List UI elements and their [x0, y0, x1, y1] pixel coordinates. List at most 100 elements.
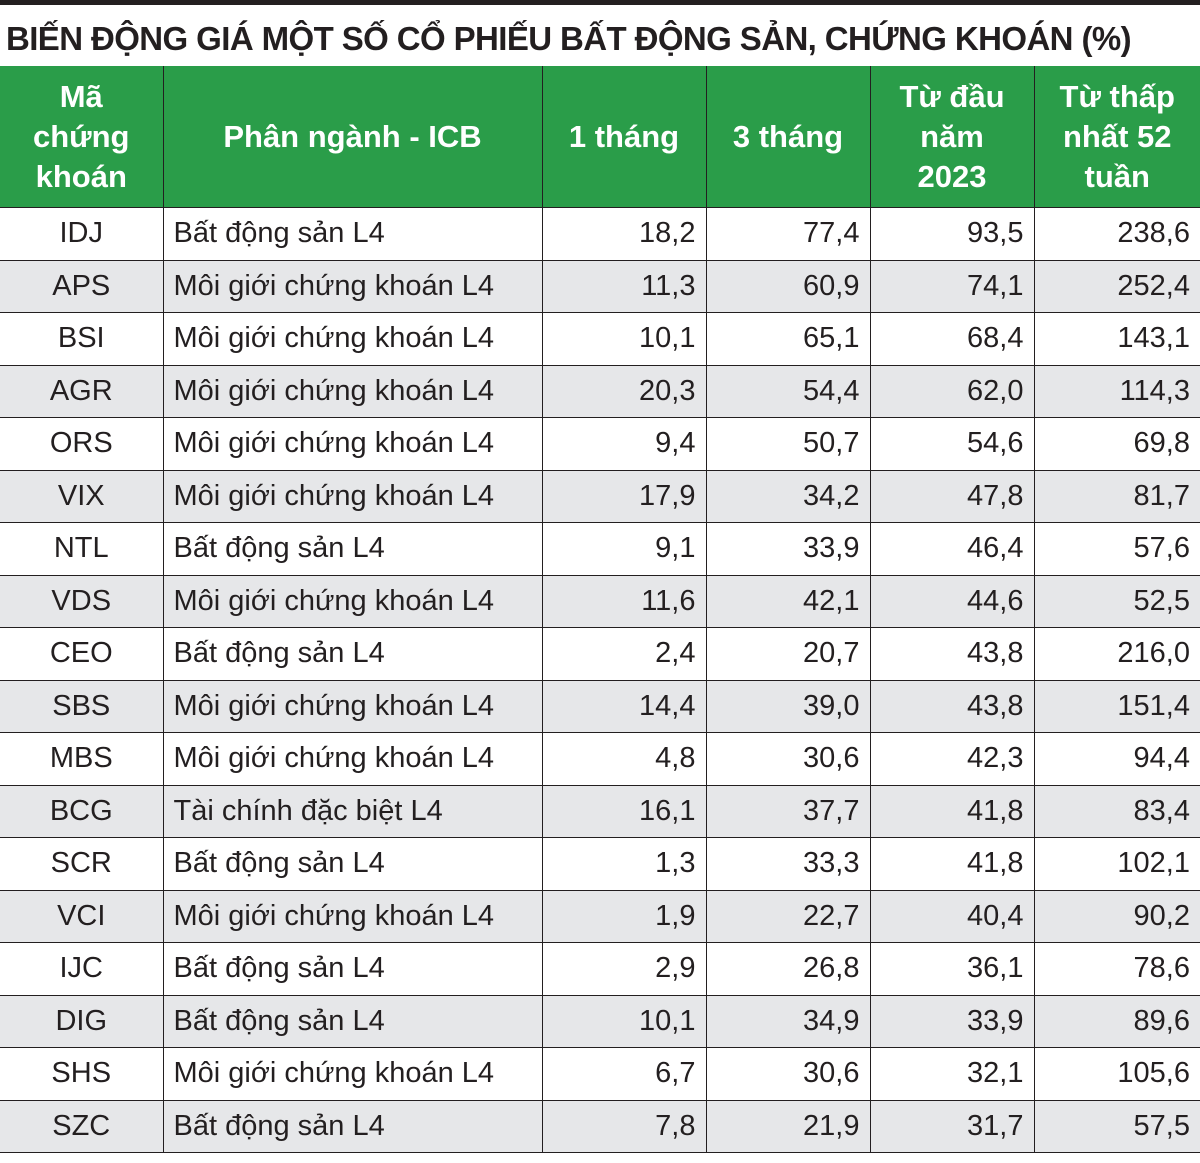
header-ytd-2023: Từ đầu năm 2023: [870, 66, 1035, 208]
cell-ytd-2023: 54,6: [870, 417, 1035, 471]
cell-3-months: 77,4: [706, 207, 871, 261]
table-row: ORS Môi giới chứng khoán L4 9,4 50,7 54,6 69,…: [0, 417, 1200, 471]
table-title: BIẾN ĐỘNG GIÁ MỘT SỐ CỔ PHIẾU BẤT ĐỘNG S…: [6, 20, 1132, 57]
cell-1-month: 11,6: [542, 575, 707, 628]
cell-sector: Bất động sản L4: [163, 837, 543, 891]
header-label-line: nhất 52: [1062, 118, 1172, 154]
table-row: APS Môi giới chứng khoán L4 11,3 60,9 74,1 25…: [0, 260, 1200, 313]
table-row: VDS Môi giới chứng khoán L4 11,6 42,1 44,6 52…: [0, 575, 1200, 628]
cell-stock-code: SZC: [0, 1100, 164, 1153]
header-1-month: 1 tháng: [542, 66, 707, 208]
cell-1-month: 2,4: [542, 627, 707, 681]
cell-stock-code: DIG: [0, 995, 164, 1048]
header-row: Mã chứng khoán Phân ngành - ICB 1 tháng 3 thá…: [0, 66, 1200, 208]
top-rule: [0, 0, 1200, 5]
table-row: IJC Bất động sản L4 2,9 26,8 36,1 78,6: [0, 942, 1200, 996]
cell-stock-code: BCG: [0, 785, 164, 838]
cell-1-month: 9,1: [542, 522, 707, 576]
cell-from-52-week-low: 83,4: [1034, 785, 1200, 838]
cell-stock-code: VIX: [0, 470, 164, 523]
cell-from-52-week-low: 114,3: [1034, 365, 1200, 418]
cell-ytd-2023: 36,1: [870, 942, 1035, 996]
cell-3-months: 30,6: [706, 1047, 871, 1101]
header-label-line: Từ đầu: [899, 78, 1005, 114]
table-body: IDJ Bất động sản L4 18,2 77,4 93,5 238,6 APS Mô…: [0, 207, 1200, 1153]
cell-stock-code: SHS: [0, 1047, 164, 1101]
table-row: CEO Bất động sản L4 2,4 20,7 43,8 216,0: [0, 627, 1200, 681]
header-label-line: khoán: [35, 158, 127, 194]
cell-ytd-2023: 43,8: [870, 627, 1035, 681]
cell-sector: Bất động sản L4: [163, 995, 543, 1048]
cell-from-52-week-low: 69,8: [1034, 417, 1200, 471]
header-label-line: Phân ngành - ICB: [223, 118, 482, 154]
cell-sector: Môi giới chứng khoán L4: [163, 575, 543, 628]
table-row: VIX Môi giới chứng khoán L4 17,9 34,2 47,8 81…: [0, 470, 1200, 523]
cell-from-52-week-low: 94,4: [1034, 732, 1200, 786]
table-row: NTL Bất động sản L4 9,1 33,9 46,4 57,6: [0, 522, 1200, 576]
cell-ytd-2023: 44,6: [870, 575, 1035, 628]
cell-stock-code: MBS: [0, 732, 164, 786]
cell-stock-code: IJC: [0, 942, 164, 996]
cell-3-months: 33,9: [706, 522, 871, 576]
cell-stock-code: CEO: [0, 627, 164, 681]
cell-ytd-2023: 74,1: [870, 260, 1035, 313]
header-label-line: Mã: [59, 78, 103, 114]
cell-1-month: 20,3: [542, 365, 707, 418]
cell-sector: Môi giới chứng khoán L4: [163, 417, 543, 471]
cell-3-months: 54,4: [706, 365, 871, 418]
cell-3-months: 33,3: [706, 837, 871, 891]
table-row: AGR Môi giới chứng khoán L4 20,3 54,4 62,0 11…: [0, 365, 1200, 418]
cell-sector: Bất động sản L4: [163, 207, 543, 261]
cell-ytd-2023: 93,5: [870, 207, 1035, 261]
cell-from-52-week-low: 151,4: [1034, 680, 1200, 733]
cell-from-52-week-low: 238,6: [1034, 207, 1200, 261]
header-label-line: 1 tháng: [568, 118, 680, 154]
cell-from-52-week-low: 57,6: [1034, 522, 1200, 576]
cell-3-months: 22,7: [706, 890, 871, 943]
cell-stock-code: SBS: [0, 680, 164, 733]
cell-from-52-week-low: 52,5: [1034, 575, 1200, 628]
header-label-line: chứng: [33, 118, 130, 154]
cell-stock-code: VDS: [0, 575, 164, 628]
cell-sector: Bất động sản L4: [163, 942, 543, 996]
cell-3-months: 39,0: [706, 680, 871, 733]
cell-1-month: 9,4: [542, 417, 707, 471]
cell-1-month: 4,8: [542, 732, 707, 786]
cell-1-month: 1,9: [542, 890, 707, 943]
stock-price-table: Mã chứng khoán Phân ngành - ICB 1 tháng 3 thá…: [0, 66, 1200, 1153]
cell-1-month: 7,8: [542, 1100, 707, 1153]
header-sector: Phân ngành - ICB: [163, 66, 543, 208]
table-row: SBS Môi giới chứng khoán L4 14,4 39,0 43,8 15…: [0, 680, 1200, 733]
cell-3-months: 30,6: [706, 732, 871, 786]
header-label-line: tuần: [1084, 158, 1150, 194]
cell-1-month: 11,3: [542, 260, 707, 313]
cell-3-months: 37,7: [706, 785, 871, 838]
cell-3-months: 65,1: [706, 312, 871, 366]
header-from-52-week-low: Từ thấp nhất 52 tuần: [1034, 66, 1200, 208]
cell-from-52-week-low: 78,6: [1034, 942, 1200, 996]
cell-1-month: 14,4: [542, 680, 707, 733]
cell-1-month: 2,9: [542, 942, 707, 996]
cell-sector: Môi giới chứng khoán L4: [163, 365, 543, 418]
cell-1-month: 6,7: [542, 1047, 707, 1101]
cell-1-month: 1,3: [542, 837, 707, 891]
cell-sector: Bất động sản L4: [163, 522, 543, 576]
cell-3-months: 60,9: [706, 260, 871, 313]
cell-1-month: 17,9: [542, 470, 707, 523]
cell-sector: Môi giới chứng khoán L4: [163, 680, 543, 733]
table-row: DIG Bất động sản L4 10,1 34,9 33,9 89,6: [0, 995, 1200, 1048]
cell-3-months: 34,9: [706, 995, 871, 1048]
cell-ytd-2023: 41,8: [870, 837, 1035, 891]
table-row: MBS Môi giới chứng khoán L4 4,8 30,6 42,3 94,…: [0, 732, 1200, 786]
table-row: SCR Bất động sản L4 1,3 33,3 41,8 102,1: [0, 837, 1200, 891]
cell-sector: Môi giới chứng khoán L4: [163, 890, 543, 943]
cell-from-52-week-low: 57,5: [1034, 1100, 1200, 1153]
header-label-line: 2023: [917, 158, 987, 194]
header-label-line: năm: [920, 118, 984, 154]
cell-1-month: 16,1: [542, 785, 707, 838]
cell-sector: Môi giới chứng khoán L4: [163, 312, 543, 366]
cell-sector: Bất động sản L4: [163, 627, 543, 681]
cell-3-months: 50,7: [706, 417, 871, 471]
cell-from-52-week-low: 81,7: [1034, 470, 1200, 523]
table-row: IDJ Bất động sản L4 18,2 77,4 93,5 238,6: [0, 207, 1200, 261]
